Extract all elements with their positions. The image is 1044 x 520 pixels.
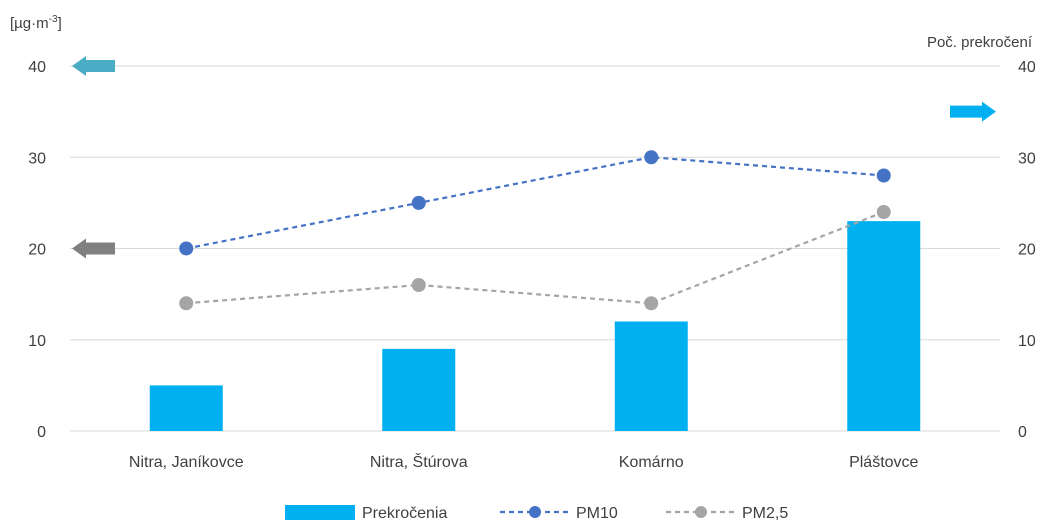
left-tick-label: 20 xyxy=(28,242,46,259)
right-axis-label: Poč. prekročení xyxy=(927,34,1033,51)
legend-label-pm25: PM2,5 xyxy=(742,505,788,520)
left-tick-label: 40 xyxy=(28,59,46,76)
data-point xyxy=(644,296,659,311)
right-tick-label: 40 xyxy=(1018,59,1036,76)
data-point xyxy=(876,205,891,219)
series-line xyxy=(186,156,884,250)
arrows xyxy=(72,56,996,259)
data-point xyxy=(876,168,891,183)
legend-label-prekrocenia: Prekročenia xyxy=(362,505,447,520)
bar xyxy=(847,221,921,431)
legend: Prekročenia PM10 PM2,5 xyxy=(285,505,788,520)
series-line xyxy=(186,210,885,305)
category-label: Nitra, Štúrova xyxy=(370,452,468,471)
series-points xyxy=(179,150,891,311)
category-label: Nitra, Janíkovce xyxy=(129,454,244,471)
left-arrow-icon xyxy=(72,238,115,259)
bar xyxy=(149,385,223,431)
left-tick-label: 0 xyxy=(37,424,46,441)
left-arrow-icon xyxy=(72,56,115,76)
series-lines xyxy=(186,156,885,305)
left-axis-unit: [µg·m-3] xyxy=(10,14,62,32)
right-tick-label: 0 xyxy=(1018,424,1027,441)
left-tick-label: 30 xyxy=(28,150,46,167)
data-point xyxy=(179,241,194,256)
data-point xyxy=(411,278,426,292)
bars xyxy=(149,221,921,431)
right-tick-label: 10 xyxy=(1018,333,1036,350)
tick-labels: 0 10 20 30 40 0 10 20 30 40 Nitra, Janíkovce Nitra,… xyxy=(28,59,1036,471)
right-tick-label: 20 xyxy=(1018,242,1036,259)
bar xyxy=(614,321,688,431)
category-label: Komárno xyxy=(619,454,684,471)
category-label: Pláštovce xyxy=(849,454,918,471)
legend-label-pm10: PM10 xyxy=(576,505,618,520)
gridlines xyxy=(70,65,1000,432)
legend-marker-pm10 xyxy=(529,506,541,518)
left-tick-label: 10 xyxy=(28,333,46,350)
data-point xyxy=(644,150,659,165)
right-tick-label: 30 xyxy=(1018,150,1036,167)
right-arrow-icon xyxy=(950,101,996,122)
bar xyxy=(382,348,456,431)
legend-marker-pm25 xyxy=(695,506,707,518)
data-point xyxy=(411,195,426,210)
data-point xyxy=(179,296,194,311)
legend-swatch-prekrocenia xyxy=(285,505,355,520)
